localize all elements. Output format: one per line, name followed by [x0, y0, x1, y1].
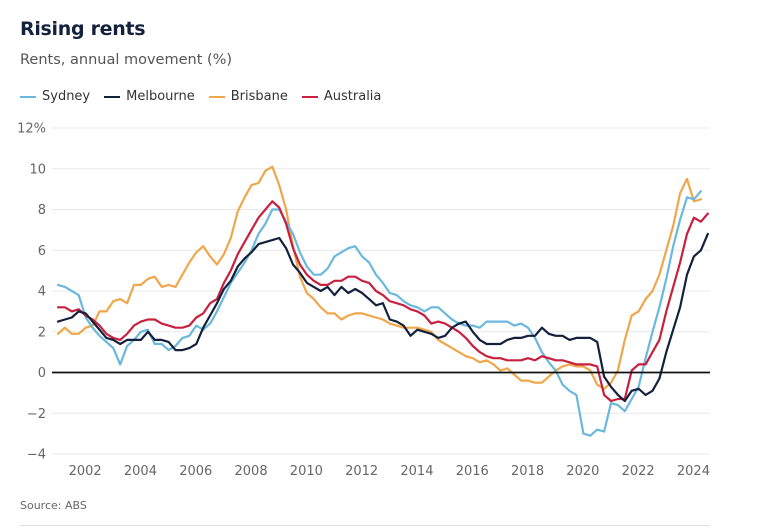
legend-label-australia: Australia	[323, 89, 382, 104]
legend-swatch-sydney	[20, 95, 36, 98]
x-tick-label: 2004	[124, 464, 157, 479]
legend-item-brisbane[interactable]: Brisbane	[208, 89, 288, 104]
x-axis-ticks: 2002 2004 2006 2008 2010 2012 2014 2016 2018 2020…	[69, 464, 710, 479]
gridlines	[52, 127, 710, 455]
y-tick-label: 4	[38, 285, 46, 300]
chart-title: Rising rents	[20, 18, 146, 40]
legend-label-brisbane: Brisbane	[230, 89, 288, 104]
x-tick-label: 2008	[235, 464, 268, 479]
y-tick-label: −2	[27, 407, 46, 422]
y-tick-label: 6	[38, 244, 46, 259]
series-line-sydney[interactable]	[56, 190, 703, 437]
x-tick-label: 2020	[566, 464, 599, 479]
legend-item-sydney[interactable]: Sydney	[20, 89, 90, 104]
x-tick-label: 2014	[400, 464, 433, 479]
x-tick-label: 2018	[511, 464, 544, 479]
series-line-australia[interactable]	[56, 200, 709, 403]
x-tick-label: 2006	[179, 464, 212, 479]
x-tick-label: 2016	[456, 464, 489, 479]
x-tick-label: 2010	[290, 464, 323, 479]
legend-swatch-australia	[301, 95, 318, 98]
x-tick-label: 2012	[345, 464, 378, 479]
legend-label-melbourne: Melbourne	[126, 89, 195, 104]
chart-subtitle: Rents, annual movement (%)	[20, 52, 233, 68]
y-tick-label: 10	[29, 162, 46, 177]
x-tick-label: 2022	[622, 464, 655, 479]
x-tick-label: 2024	[677, 464, 710, 479]
y-axis-ticks: −4 −2 0 2 4 6 8 10 12%	[17, 122, 46, 463]
footer-divider	[20, 525, 710, 526]
y-tick-label: 2	[38, 325, 46, 340]
y-tick-label: 0	[38, 366, 46, 381]
series-line-brisbane[interactable]	[56, 165, 703, 390]
legend-label-sydney: Sydney	[42, 89, 91, 104]
series-line-melbourne[interactable]	[56, 232, 709, 403]
legend-item-australia[interactable]: Australia	[301, 89, 382, 104]
x-tick-label: 2002	[69, 464, 102, 479]
y-tick-label: 8	[38, 203, 46, 218]
y-tick-label: −4	[27, 448, 46, 463]
series-lines	[56, 165, 709, 437]
y-tick-label: 12%	[17, 122, 46, 137]
legend-swatch-melbourne	[104, 95, 121, 98]
legend-item-melbourne[interactable]: Melbourne	[104, 89, 195, 104]
source-note: Source: ABS	[20, 499, 87, 512]
legend: Sydney Melbourne Brisbane Australia	[20, 89, 395, 104]
legend-swatch-brisbane	[208, 95, 225, 98]
